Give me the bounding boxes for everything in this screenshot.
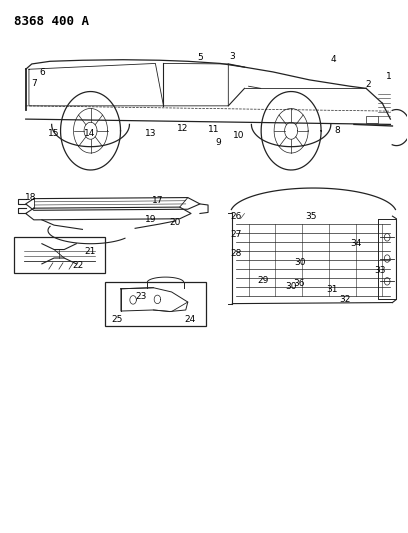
- Text: 10: 10: [233, 131, 244, 140]
- Text: 32: 32: [339, 295, 351, 304]
- Text: 17: 17: [152, 196, 163, 205]
- Text: 9: 9: [215, 139, 221, 148]
- Text: 2: 2: [365, 80, 371, 89]
- Text: 36: 36: [293, 279, 305, 288]
- Text: 4: 4: [331, 55, 337, 64]
- Bar: [105, 282, 206, 326]
- Text: 30: 30: [285, 281, 297, 290]
- Text: 15: 15: [47, 130, 59, 139]
- Text: 30: 30: [295, 258, 306, 266]
- Text: 25: 25: [111, 315, 122, 324]
- Text: 19: 19: [145, 215, 156, 224]
- Text: 18: 18: [25, 193, 36, 202]
- Text: 1: 1: [386, 72, 391, 81]
- Text: 8368 400 A: 8368 400 A: [13, 14, 89, 28]
- Text: 14: 14: [84, 130, 95, 139]
- Text: 23: 23: [135, 292, 147, 301]
- Text: 31: 31: [326, 285, 337, 294]
- Bar: [366, 116, 378, 123]
- Text: 26: 26: [230, 212, 241, 221]
- Text: 12: 12: [177, 124, 188, 133]
- Text: 7: 7: [31, 79, 37, 88]
- Text: 34: 34: [350, 239, 361, 248]
- Text: 8: 8: [335, 126, 341, 135]
- Text: 28: 28: [230, 249, 241, 259]
- Bar: [13, 237, 105, 273]
- Text: 20: 20: [169, 218, 180, 227]
- Text: 35: 35: [306, 212, 317, 221]
- Text: 33: 33: [375, 266, 386, 274]
- Text: 27: 27: [230, 230, 241, 239]
- Text: 21: 21: [84, 247, 95, 256]
- Text: 24: 24: [184, 315, 195, 324]
- Text: 5: 5: [197, 53, 203, 62]
- Text: 3: 3: [229, 52, 235, 61]
- Text: 29: 29: [257, 276, 268, 285]
- Text: 22: 22: [72, 261, 83, 270]
- Text: 13: 13: [145, 130, 156, 139]
- Text: 6: 6: [39, 68, 45, 77]
- Text: 11: 11: [208, 125, 220, 134]
